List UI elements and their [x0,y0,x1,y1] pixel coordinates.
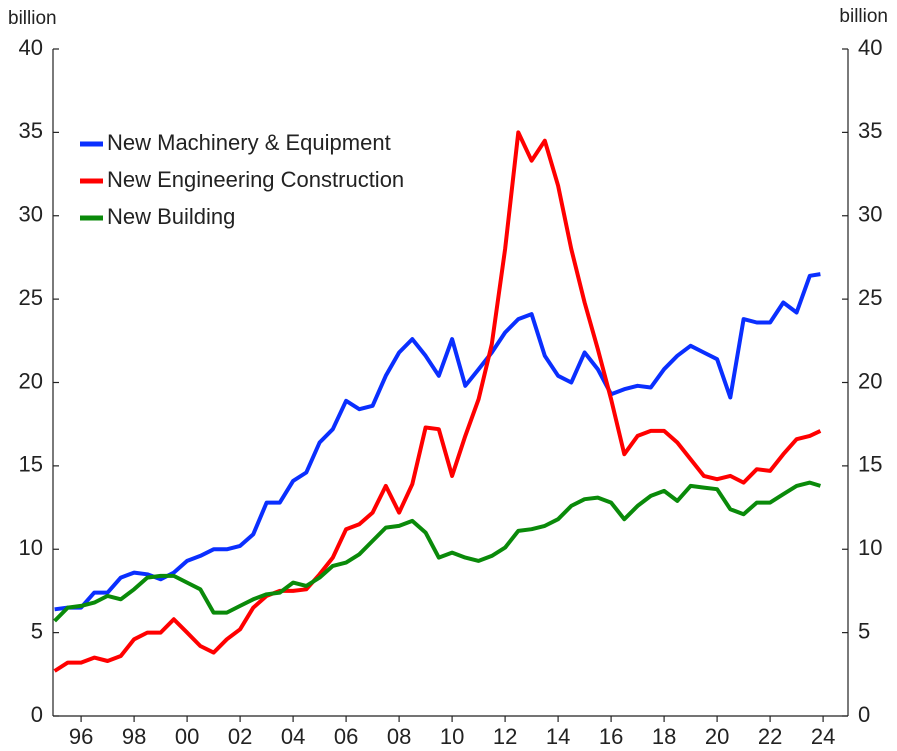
y-tick-label: 15 [19,452,43,477]
y-tick-label: 10 [19,535,43,560]
x-tick-label: 16 [599,724,623,749]
x-tick-label: 10 [440,724,464,749]
y2-tick-label: 15 [858,452,882,477]
y-tick-label: 0 [31,702,43,727]
x-tick-label: 02 [228,724,252,749]
y-tick-label: 20 [19,368,43,393]
x-tick-label: 18 [652,724,676,749]
x-tick-label: 00 [175,724,199,749]
y-tick-label: 40 [19,35,43,60]
y2-tick-label: 25 [858,285,882,310]
y2-tick-label: 5 [858,618,870,643]
y2-tick-label: 35 [858,118,882,143]
y2-tick-label: 10 [858,535,882,560]
y2-axis-label: billion [839,6,888,27]
series-line [54,272,821,612]
y-tick-label: 5 [31,618,43,643]
y2-tick-label: 20 [858,368,882,393]
x-tick-label: 14 [546,724,570,749]
x-tick-label: 98 [122,724,146,749]
x-tick-label: 96 [69,724,93,749]
series-line [53,130,822,673]
y2-tick-label: 40 [858,35,882,60]
x-tick-label: 04 [281,724,305,749]
legend-label: New Engineering Construction [107,167,404,192]
x-tick-label: 22 [758,724,782,749]
x-tick-label: 08 [387,724,411,749]
x-tick-label: 20 [705,724,729,749]
y-tick-label: 30 [19,202,43,227]
x-tick-label: 06 [334,724,358,749]
y-tick-label: 25 [19,285,43,310]
y-tick-label: 35 [19,118,43,143]
x-tick-label: 12 [493,724,517,749]
legend-label: New Building [107,204,235,229]
legend-label: New Machinery & Equipment [107,130,391,155]
y2-tick-label: 30 [858,202,882,227]
series-line [53,480,821,623]
x-tick-label: 24 [811,724,835,749]
y-axis-label: billion [8,8,57,29]
y2-tick-label: 0 [858,702,870,727]
